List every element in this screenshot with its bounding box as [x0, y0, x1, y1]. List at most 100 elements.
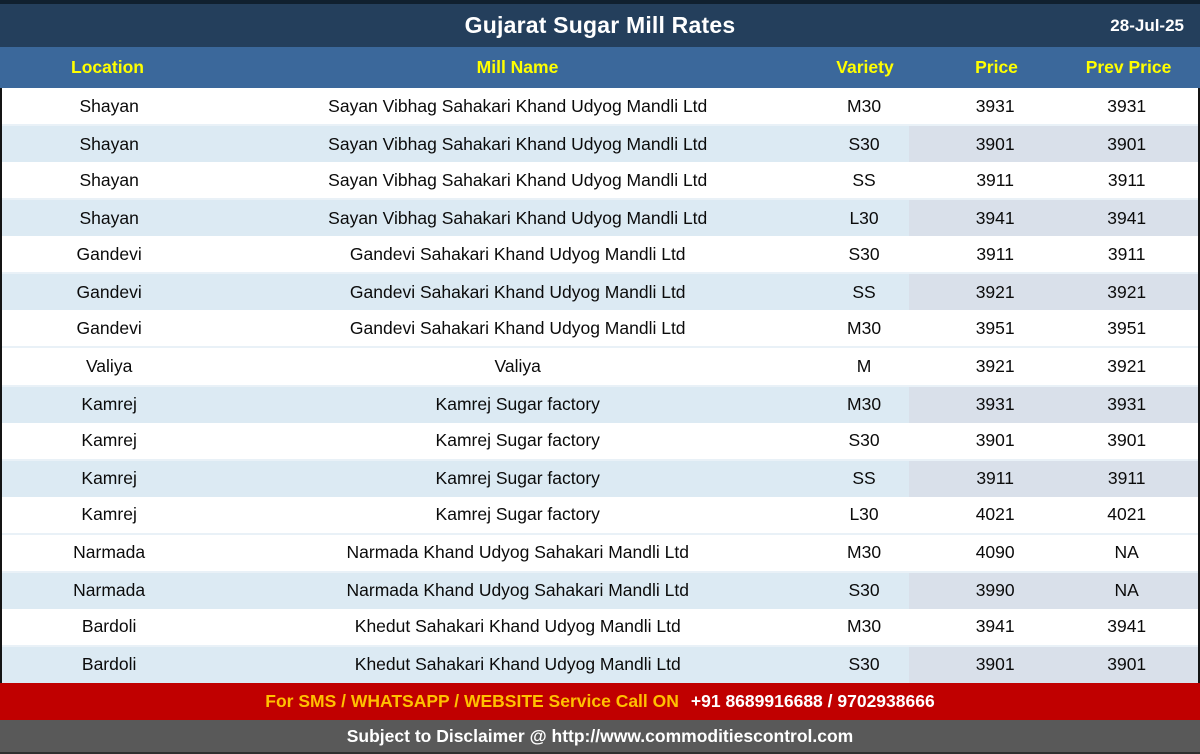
cell-prev-price: 3901 — [1107, 430, 1147, 451]
cell-variety: S30 — [848, 430, 880, 451]
cell-mill-name: Sayan Vibhag Sahakari Khand Udyog Mandli… — [328, 133, 708, 154]
cell-prev-price: 3941 — [1107, 616, 1147, 637]
cell-price: 3901 — [975, 430, 1015, 451]
table-row: Kamrej Kamrej Sugar factory S30 3901 390… — [2, 423, 1198, 461]
table-row: Shayan Sayan Vibhag Sahakari Khand Udyog… — [2, 162, 1198, 201]
cell-variety: S30 — [848, 654, 880, 675]
table-row: Narmada Narmada Khand Udyog Sahakari Man… — [2, 572, 1198, 609]
cell-prev-price: 3911 — [1107, 243, 1146, 264]
table-row: Shayan Sayan Vibhag Sahakari Khand Udyog… — [2, 126, 1198, 163]
cell-location: Kamrej — [81, 430, 137, 451]
column-header-location: Location — [71, 57, 144, 77]
cell-price: 3990 — [908, 572, 1064, 609]
cell-price: 3921 — [975, 355, 1015, 376]
cell-prev-price: 3911 — [1063, 460, 1198, 497]
cell-prev-price: 3951 — [1107, 317, 1147, 338]
cell-prev-price: 3931 — [1063, 386, 1198, 423]
cell-price: 4090 — [975, 542, 1015, 563]
cell-location: Narmada — [73, 580, 146, 601]
cell-variety: SS — [852, 169, 876, 190]
cell-location: Shayan — [79, 169, 139, 190]
cell-variety: S30 — [848, 243, 880, 264]
cell-prev-price: 3921 — [1107, 355, 1147, 376]
cell-mill-name: Gandevi Sahakari Khand Udyog Mandli Ltd — [349, 243, 686, 264]
cell-price: 3911 — [908, 460, 1064, 497]
cell-prev-price: NA — [1114, 542, 1139, 563]
cell-price: 3931 — [908, 386, 1064, 423]
cell-price: 3941 — [975, 616, 1015, 637]
cell-mill-name: Valiya — [494, 355, 541, 376]
cell-location: Shayan — [79, 207, 139, 228]
cell-variety: SS — [852, 281, 876, 302]
cell-variety: SS — [852, 468, 876, 489]
table-row: Shayan Sayan Vibhag Sahakari Khand Udyog… — [2, 200, 1198, 237]
cell-prev-price: 4021 — [1107, 504, 1147, 525]
cell-price: 3931 — [975, 95, 1015, 116]
cell-location: Gandevi — [76, 281, 142, 302]
table-row: Kamrej Kamrej Sugar factory M30 3931 393… — [2, 386, 1198, 423]
cell-variety: M30 — [847, 394, 882, 415]
column-header-price: Price — [975, 57, 1018, 77]
table-header-row: Location Mill Name Variety Price Prev Pr… — [0, 47, 1200, 88]
table-row: Gandevi Gandevi Sahakari Khand Udyog Man… — [2, 310, 1198, 349]
cell-variety: M30 — [847, 542, 882, 563]
column-header-prev-price: Prev Price — [1085, 57, 1172, 77]
cell-mill-name: Khedut Sahakari Khand Udyog Mandli Ltd — [354, 654, 681, 675]
cell-mill-name: Kamrej Sugar factory — [435, 468, 600, 489]
cell-prev-price: 3941 — [1063, 200, 1198, 237]
cell-price: 3901 — [908, 126, 1064, 163]
cell-variety: M — [856, 355, 872, 376]
cell-location: Kamrej — [81, 468, 137, 489]
cell-mill-name: Kamrej Sugar factory — [435, 504, 600, 525]
disclaimer-text: Subject to Disclaimer @ http://www.commo… — [346, 725, 854, 746]
cell-location: Gandevi — [76, 317, 142, 338]
report-date: 28-Jul-25 — [1110, 15, 1184, 35]
cell-mill-name: Sayan Vibhag Sahakari Khand Udyog Mandli… — [328, 207, 708, 228]
cell-variety: M30 — [847, 616, 882, 637]
cell-location: Gandevi — [76, 243, 142, 264]
cell-location: Kamrej — [81, 394, 137, 415]
cell-variety: S30 — [848, 133, 880, 154]
cell-price: 4021 — [975, 504, 1015, 525]
table-row: Kamrej Kamrej Sugar factory L30 4021 402… — [2, 497, 1198, 535]
cell-price: 3941 — [908, 200, 1064, 237]
cell-mill-name: Gandevi Sahakari Khand Udyog Mandli Ltd — [349, 317, 686, 338]
title-bar: Gujarat Sugar Mill Rates 28-Jul-25 — [0, 0, 1200, 47]
cell-price: 3921 — [908, 274, 1064, 311]
sms-service-label: For SMS / WHATSAPP / WEBSITE Service Cal… — [265, 691, 679, 711]
cell-location: Bardoli — [81, 654, 137, 675]
disclaimer-bar: Subject to Disclaimer @ http://www.commo… — [0, 720, 1200, 754]
cell-prev-price: NA — [1063, 572, 1198, 609]
cell-variety: L30 — [849, 504, 879, 525]
cell-mill-name: Sayan Vibhag Sahakari Khand Udyog Mandli… — [328, 169, 708, 190]
table-row: Gandevi Gandevi Sahakari Khand Udyog Man… — [2, 236, 1198, 275]
table-row: Shayan Sayan Vibhag Sahakari Khand Udyog… — [2, 88, 1198, 127]
cell-mill-name: Sayan Vibhag Sahakari Khand Udyog Mandli… — [328, 95, 708, 116]
sms-phone-numbers: +91 8689916688 / 9702938666 — [690, 691, 935, 711]
cell-variety: M30 — [847, 95, 882, 116]
table-row: Bardoli Khedut Sahakari Khand Udyog Mand… — [2, 609, 1198, 647]
table-row: Narmada Narmada Khand Udyog Sahakari Man… — [2, 535, 1198, 573]
cell-variety: L30 — [849, 207, 879, 228]
cell-prev-price: 3911 — [1107, 169, 1146, 190]
cell-mill-name: Kamrej Sugar factory — [435, 394, 600, 415]
cell-location: Shayan — [79, 95, 139, 116]
table-row: Bardoli Khedut Sahakari Khand Udyog Mand… — [2, 646, 1198, 683]
table-row: Valiya Valiya M 3921 3921 — [2, 348, 1198, 387]
column-header-mill-name: Mill Name — [476, 57, 559, 77]
cell-variety: S30 — [848, 580, 880, 601]
table-row: Kamrej Kamrej Sugar factory SS 3911 3911 — [2, 460, 1198, 497]
cell-variety: M30 — [847, 317, 882, 338]
cell-prev-price: 3901 — [1063, 646, 1198, 683]
cell-location: Bardoli — [81, 616, 137, 637]
cell-mill-name: Narmada Khand Udyog Sahakari Mandli Ltd — [346, 542, 689, 563]
column-header-variety: Variety — [836, 57, 894, 77]
cell-location: Narmada — [73, 542, 146, 563]
sms-service-bar: For SMS / WHATSAPP / WEBSITE Service Cal… — [0, 683, 1200, 720]
cell-mill-name: Gandevi Sahakari Khand Udyog Mandli Ltd — [349, 281, 686, 302]
cell-location: Valiya — [85, 355, 133, 376]
cell-price: 3911 — [976, 243, 1014, 264]
cell-prev-price: 3921 — [1063, 274, 1198, 311]
cell-mill-name: Narmada Khand Udyog Sahakari Mandli Ltd — [346, 580, 689, 601]
